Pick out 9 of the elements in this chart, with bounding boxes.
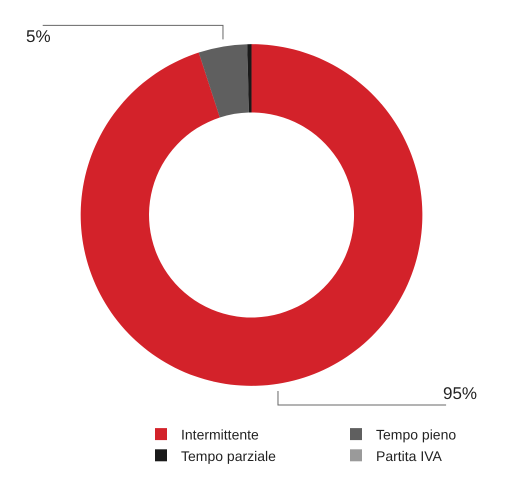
- legend-label: Intermittente: [181, 426, 260, 443]
- data-label: 5%: [26, 27, 51, 46]
- donut-slice: [247, 44, 252, 113]
- donut-slice: [80, 44, 422, 386]
- legend-label: Partita IVA: [376, 448, 443, 464]
- legend-label: Tempo pieno: [376, 426, 456, 443]
- data-label: 95%: [443, 384, 478, 403]
- donut-slice: [198, 44, 249, 118]
- legend-label: Tempo parziale: [181, 448, 276, 464]
